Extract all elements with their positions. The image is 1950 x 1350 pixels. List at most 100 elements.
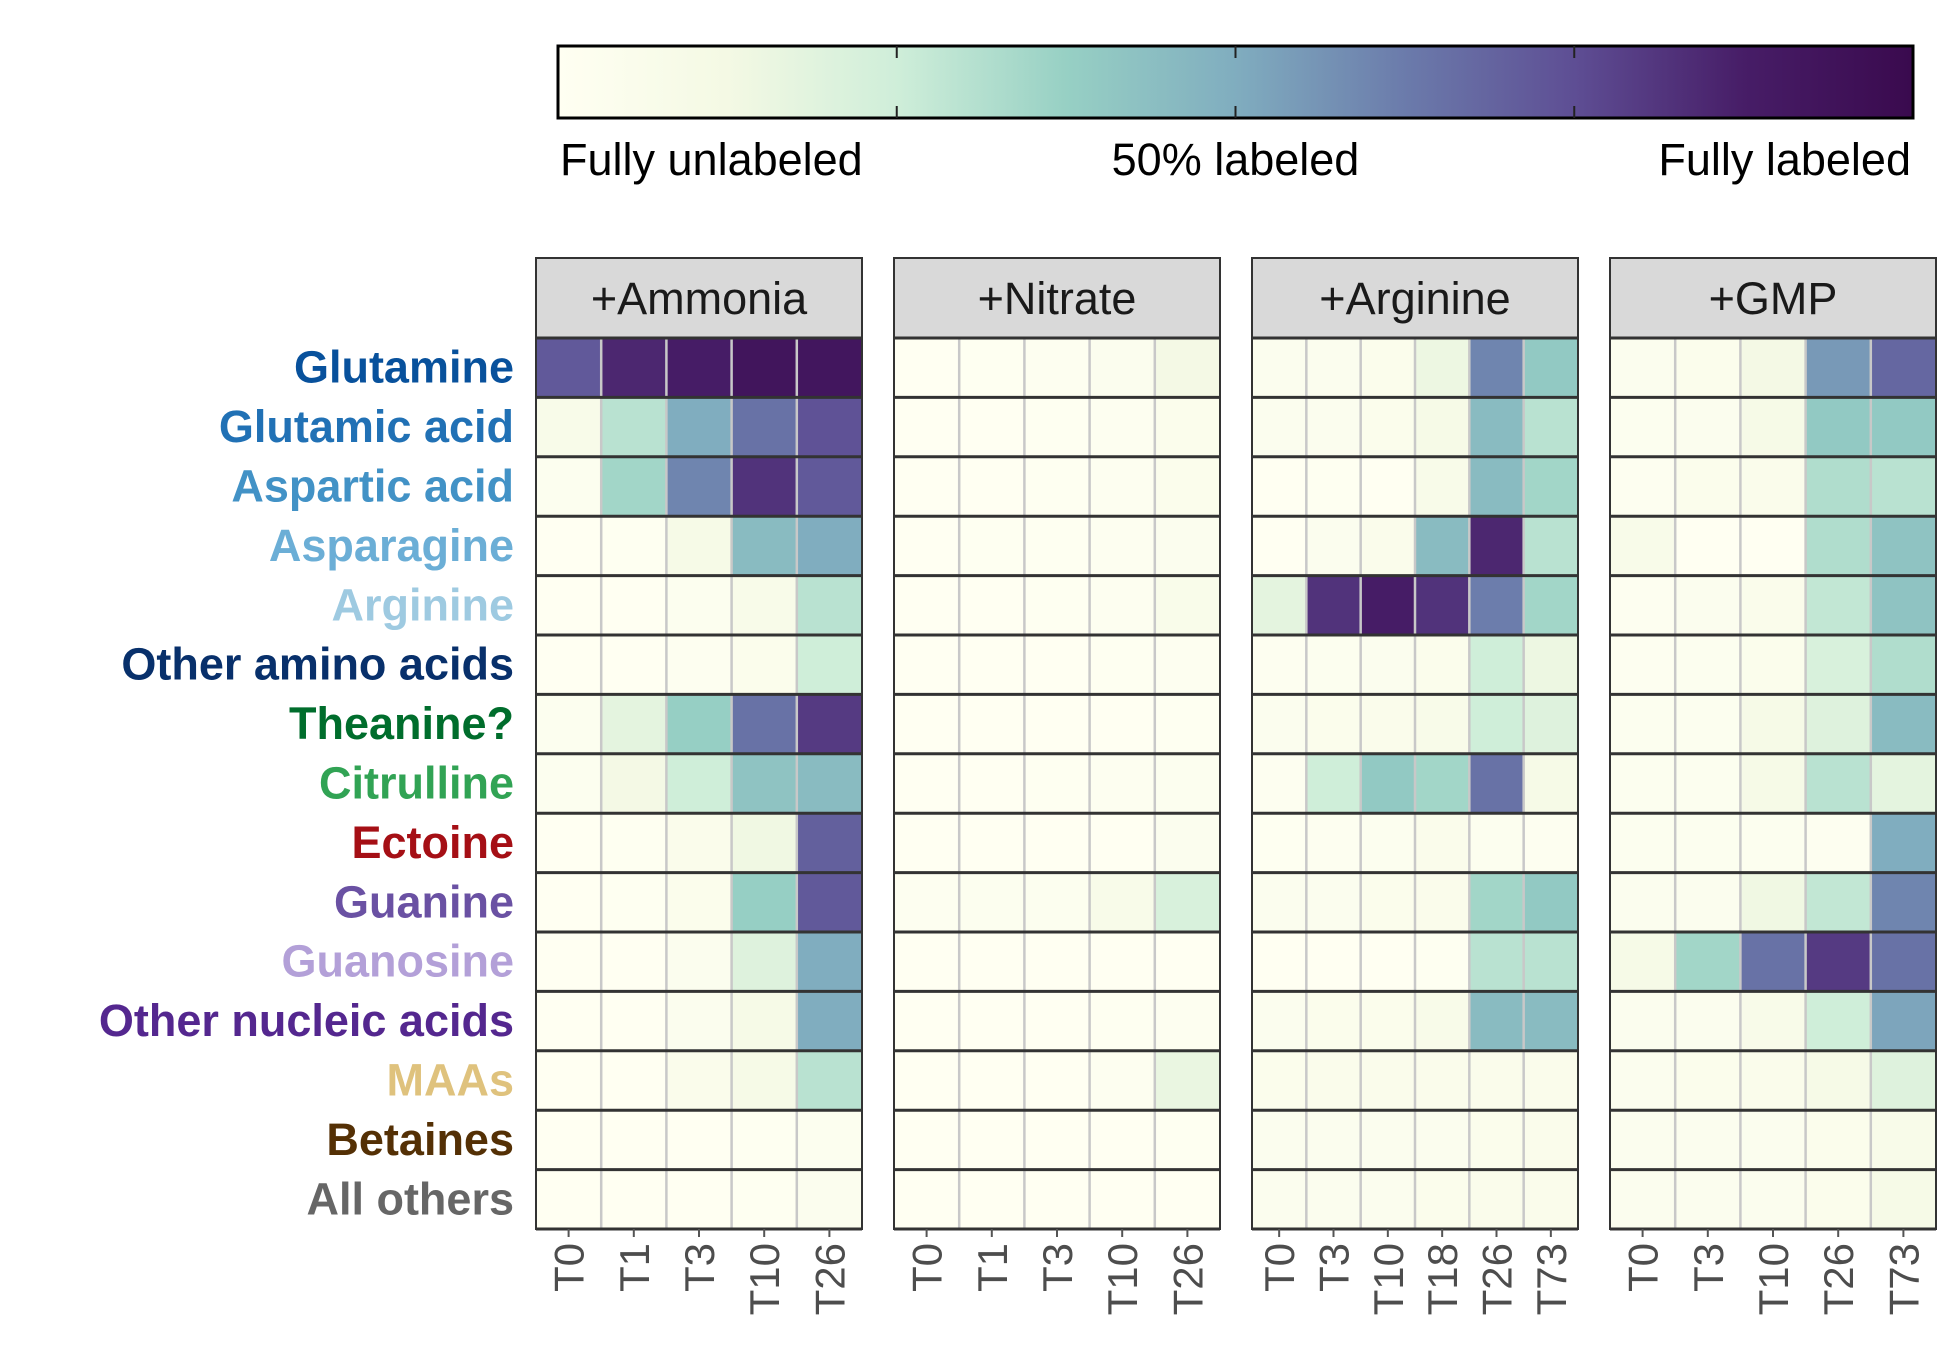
- heatmap-cell: [1740, 516, 1807, 577]
- heatmap-cell: [1805, 456, 1872, 517]
- heatmap-cell: [666, 1050, 733, 1111]
- heatmap-cell: [796, 516, 863, 577]
- heatmap-cell: [796, 813, 863, 874]
- heatmap-cell: [1523, 456, 1579, 517]
- heatmap-cell: [796, 575, 863, 636]
- heatmap-cell: [1805, 1110, 1872, 1171]
- heatmap-cell: [1870, 1169, 1937, 1230]
- row-label-theanine: Theanine?: [289, 698, 514, 749]
- x-tick-label-t26: T26: [1164, 1243, 1211, 1315]
- x-tick-label-t1: T1: [969, 1243, 1016, 1292]
- heatmap-cell: [1740, 694, 1807, 755]
- x-tick-label-t3: T3: [1034, 1243, 1081, 1292]
- heatmap-cell: [1154, 872, 1221, 933]
- heatmap-cell: [1306, 694, 1362, 755]
- colorbar-legend: Fully unlabeled 50% labeled Fully labeled: [556, 44, 1915, 185]
- heatmap-cell: [1740, 753, 1807, 814]
- heatmap-cell: [1469, 397, 1525, 458]
- heatmap-cell: [1360, 516, 1416, 577]
- heatmap-cell: [1154, 813, 1221, 874]
- heatmap-cell: [1360, 694, 1416, 755]
- heatmap-cell: [1089, 635, 1156, 695]
- heatmap-cell: [1610, 753, 1676, 814]
- heatmap-cell: [894, 575, 960, 636]
- heatmap-cell: [601, 1110, 667, 1171]
- heatmap-cell: [1870, 991, 1937, 1052]
- row-label-citrulline: Citrulline: [319, 758, 514, 809]
- heatmap-cell: [1870, 1050, 1937, 1111]
- heatmap-cell: [959, 635, 1025, 695]
- heatmap-cell: [1523, 575, 1579, 636]
- heatmap-cell: [1805, 872, 1872, 933]
- heatmap-cell: [1089, 1110, 1156, 1171]
- row-label-glutamic-acid: Glutamic acid: [219, 401, 514, 452]
- heatmap-cell: [1415, 872, 1470, 933]
- heatmap-cell: [1154, 694, 1221, 755]
- heatmap-cell: [959, 575, 1025, 636]
- heatmap-cell: [731, 456, 798, 517]
- heatmap-cell: [1360, 575, 1416, 636]
- heatmap-cell: [1523, 338, 1579, 398]
- heatmap-cell: [601, 516, 667, 577]
- heatmap-cell: [1306, 1110, 1362, 1171]
- heatmap-cell: [1469, 813, 1525, 874]
- heatmap-cell: [1523, 1110, 1579, 1171]
- heatmap-cell: [796, 991, 863, 1052]
- x-tick-label-t10: T10: [741, 1243, 788, 1315]
- x-tick-label-t26: T26: [806, 1243, 853, 1315]
- heatmap-cell: [1252, 694, 1307, 755]
- heatmap-cell: [1610, 872, 1676, 933]
- heatmap-cell: [731, 397, 798, 458]
- heatmap-cell: [1675, 1050, 1741, 1111]
- heatmap-cell: [1154, 932, 1221, 992]
- row-label-glutamine: Glutamine: [294, 342, 514, 393]
- panel-strip-gmp: [1609, 257, 1937, 339]
- heatmap-cell: [731, 932, 798, 992]
- heatmap-cell: [1252, 753, 1307, 814]
- heatmap-cell: [731, 813, 798, 874]
- heatmap-cell: [1024, 635, 1091, 695]
- heatmap-cell: [959, 516, 1025, 577]
- heatmap-cell: [601, 813, 667, 874]
- heatmap-cell: [1740, 1110, 1807, 1171]
- heatmap-cell: [1610, 1050, 1676, 1111]
- heatmap-cell: [1675, 753, 1741, 814]
- heatmap-cell: [1523, 753, 1579, 814]
- panel-title-arginine: +Arginine: [1319, 273, 1510, 324]
- heatmap-cell: [894, 753, 960, 814]
- heatmap-cell: [1306, 753, 1362, 814]
- heatmap-cell: [796, 1110, 863, 1171]
- heatmap-cell: [959, 1169, 1025, 1230]
- heatmap-cell: [796, 753, 863, 814]
- row-label-ectoine: Ectoine: [351, 817, 514, 868]
- heatmap-cell: [1469, 338, 1525, 398]
- heatmap-cell: [601, 456, 667, 517]
- colorbar-label-1: 50% labeled: [1112, 134, 1360, 185]
- heatmap-cell: [601, 397, 667, 458]
- colorbar-label-0: Fully unlabeled: [560, 134, 863, 185]
- heatmap-cell: [1870, 1110, 1937, 1171]
- row-label-maas: MAAs: [386, 1055, 514, 1106]
- heatmap-cell: [1024, 694, 1091, 755]
- heatmap-cell: [536, 516, 602, 577]
- heatmap-cell: [536, 813, 602, 874]
- heatmap-cell: [1469, 635, 1525, 695]
- row-label-all-others: All others: [306, 1173, 514, 1224]
- panel-title-nitrate: +Nitrate: [978, 273, 1137, 324]
- heatmap-cell: [1610, 516, 1676, 577]
- x-tick-label-t0: T0: [1256, 1243, 1303, 1292]
- heatmap-cell: [1675, 575, 1741, 636]
- heatmap-cell: [1805, 694, 1872, 755]
- heatmap-cell: [731, 575, 798, 636]
- heatmap-cell: [731, 991, 798, 1052]
- heatmap-cell: [1415, 338, 1470, 398]
- heatmap-cell: [796, 635, 863, 695]
- heatmap-cell: [959, 456, 1025, 517]
- heatmap-cell: [1415, 694, 1470, 755]
- heatmap-cell: [1870, 694, 1937, 755]
- heatmap-cell: [666, 991, 733, 1052]
- heatmap-cell: [1675, 516, 1741, 577]
- heatmap-cell: [1360, 1169, 1416, 1230]
- heatmap-cell: [666, 694, 733, 755]
